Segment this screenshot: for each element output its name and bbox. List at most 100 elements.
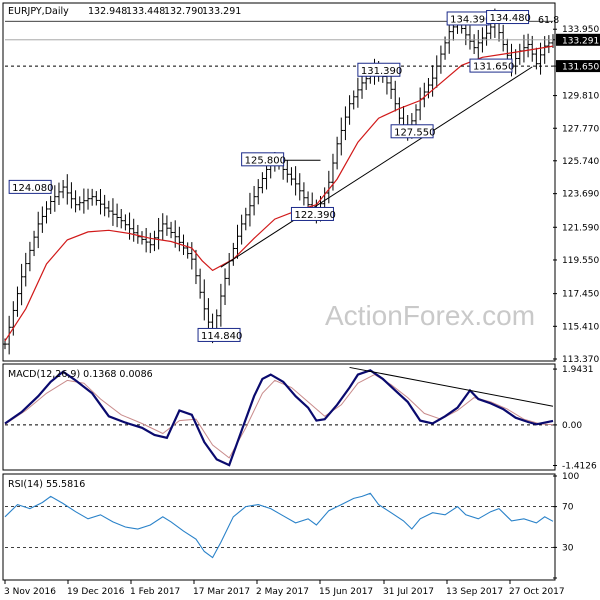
moving-average-line (4, 45, 554, 342)
price-axis: 133.950 131.650 129.810 127.770 125.740 123.6… (553, 25, 600, 365)
ohlc-close: 133.291 (202, 6, 241, 17)
level-box (469, 58, 513, 73)
ohlc-bar (144, 227, 149, 253)
ohlc-bar (256, 179, 261, 205)
ohlc-bar (119, 208, 124, 229)
ohlc-bar (534, 47, 539, 70)
rsi-panel-frame (2, 473, 556, 581)
time-tick-label: 3 Nov 2016 (4, 587, 56, 597)
level-box (241, 152, 285, 167)
ohlc-bar (285, 160, 290, 183)
macd-axis: 1.9431 0.00 -1.4126 (553, 365, 597, 471)
ohlc-bar (94, 191, 99, 206)
fib-label: 61.8 (538, 15, 559, 26)
level-label: 134.480 (490, 13, 531, 24)
ohlc-bar (347, 95, 352, 125)
level-label: 122.390 (294, 210, 335, 221)
price-tick-label: 115.410 (562, 322, 599, 332)
ohlc-bar (223, 268, 228, 306)
ohlc-bar (343, 106, 348, 141)
ohlc-bar (152, 230, 157, 252)
ohlc-bar (476, 29, 481, 60)
ohlc-bar (69, 182, 74, 209)
ohlc-bar (218, 283, 223, 327)
ohlc-bar (467, 25, 472, 50)
time-tick-label: 31 Jul 2017 (383, 587, 434, 597)
ohlc-bar (472, 34, 477, 55)
rsi-tick-label: 30 (562, 543, 574, 553)
level-label: 131.390 (361, 66, 402, 77)
level-annotation: 127.550 (390, 124, 435, 139)
macd-panel-frame (2, 363, 556, 471)
level-box (8, 179, 52, 194)
level-annotation: 134.390 (446, 11, 491, 26)
rsi-tick-label: 100 (562, 472, 579, 482)
ohlc-bar (521, 34, 526, 63)
ohlc-low: 132.790 (164, 6, 203, 17)
ohlc-bar (40, 206, 45, 233)
ohlc-bar (551, 34, 555, 48)
ohlc-bar (289, 167, 294, 186)
level-label: 131.650 (473, 62, 514, 73)
level-annotation: 131.390 (357, 62, 402, 77)
price-tick-label: 113.370 (562, 355, 599, 365)
time-tick-label: 1 Feb 2017 (130, 587, 180, 597)
time-tick-label: 17 Mar 2017 (193, 587, 250, 597)
ohlc-bar (484, 24, 489, 46)
ohlc-bar (517, 43, 522, 65)
ohlc-bar (177, 226, 182, 252)
ohlc-bar (90, 188, 95, 206)
ohlc-bar (360, 72, 365, 99)
level-annotation: 125.800 (241, 152, 286, 167)
ohlc-bar (156, 217, 161, 250)
price-tick-label: 125.740 (562, 157, 599, 167)
ohlc-bar (339, 117, 344, 156)
ohlc-open: 132.948 (88, 6, 127, 17)
macd-title: MACD(12,26,9) 0.1368 0.0086 (8, 369, 153, 380)
level-box (290, 206, 334, 221)
ohlc-bar (422, 82, 427, 108)
ohlc-bar (505, 38, 510, 61)
time-axis: 3 Nov 2016 19 Dec 2016 1 Feb 2017 17 Mar 20… (4, 580, 565, 597)
level-annotation: 124.080 (8, 179, 54, 194)
macd-tick-label: 0.00 (562, 421, 582, 431)
ohlc-bar (77, 196, 82, 211)
ohlc-bar (181, 234, 186, 255)
time-tick-label: 13 Sep 2017 (446, 587, 503, 597)
price-tick-label: 127.770 (562, 124, 599, 134)
ohlc-bar (430, 65, 435, 97)
ohlc-bar (44, 201, 49, 224)
ohlc-bar (189, 242, 194, 270)
rsi-line (4, 492, 554, 559)
ohlc-bar (56, 182, 61, 206)
ohlc-bar (301, 182, 306, 206)
ohlc-bar (530, 35, 535, 62)
ohlc-bar (252, 185, 257, 216)
ohlc-bar (148, 232, 153, 254)
ohlc-bar (206, 298, 211, 332)
ohlc-bar (81, 188, 86, 214)
ohlc-bar (102, 194, 107, 217)
rsi-tick-label: 70 (562, 503, 574, 513)
level-box (197, 327, 241, 342)
ohlc-bar (414, 104, 418, 126)
ohlc-bar (36, 211, 41, 249)
watermark: ActionForex.com (325, 300, 535, 331)
time-tick-label: 19 Dec 2016 (67, 587, 125, 597)
level-annotation: 131.650 (469, 58, 514, 73)
price-tick-label: 123.690 (562, 190, 599, 200)
ohlc-bar (185, 242, 190, 259)
time-tick-label: 15 Jun 2017 (319, 587, 373, 597)
level-label: 127.550 (394, 127, 435, 138)
ohlc-bar (11, 301, 16, 336)
ohlc-bar (355, 77, 360, 108)
ohlc-bar (19, 263, 24, 306)
ohlc-bar (260, 172, 265, 194)
ohlc-bar (297, 173, 302, 201)
ohlc-bar (434, 55, 439, 88)
price-panel-frame (2, 2, 556, 362)
ohlc-bar (243, 207, 248, 231)
macd-layer (4, 366, 554, 467)
price-tick-label: 133.950 (562, 25, 599, 35)
